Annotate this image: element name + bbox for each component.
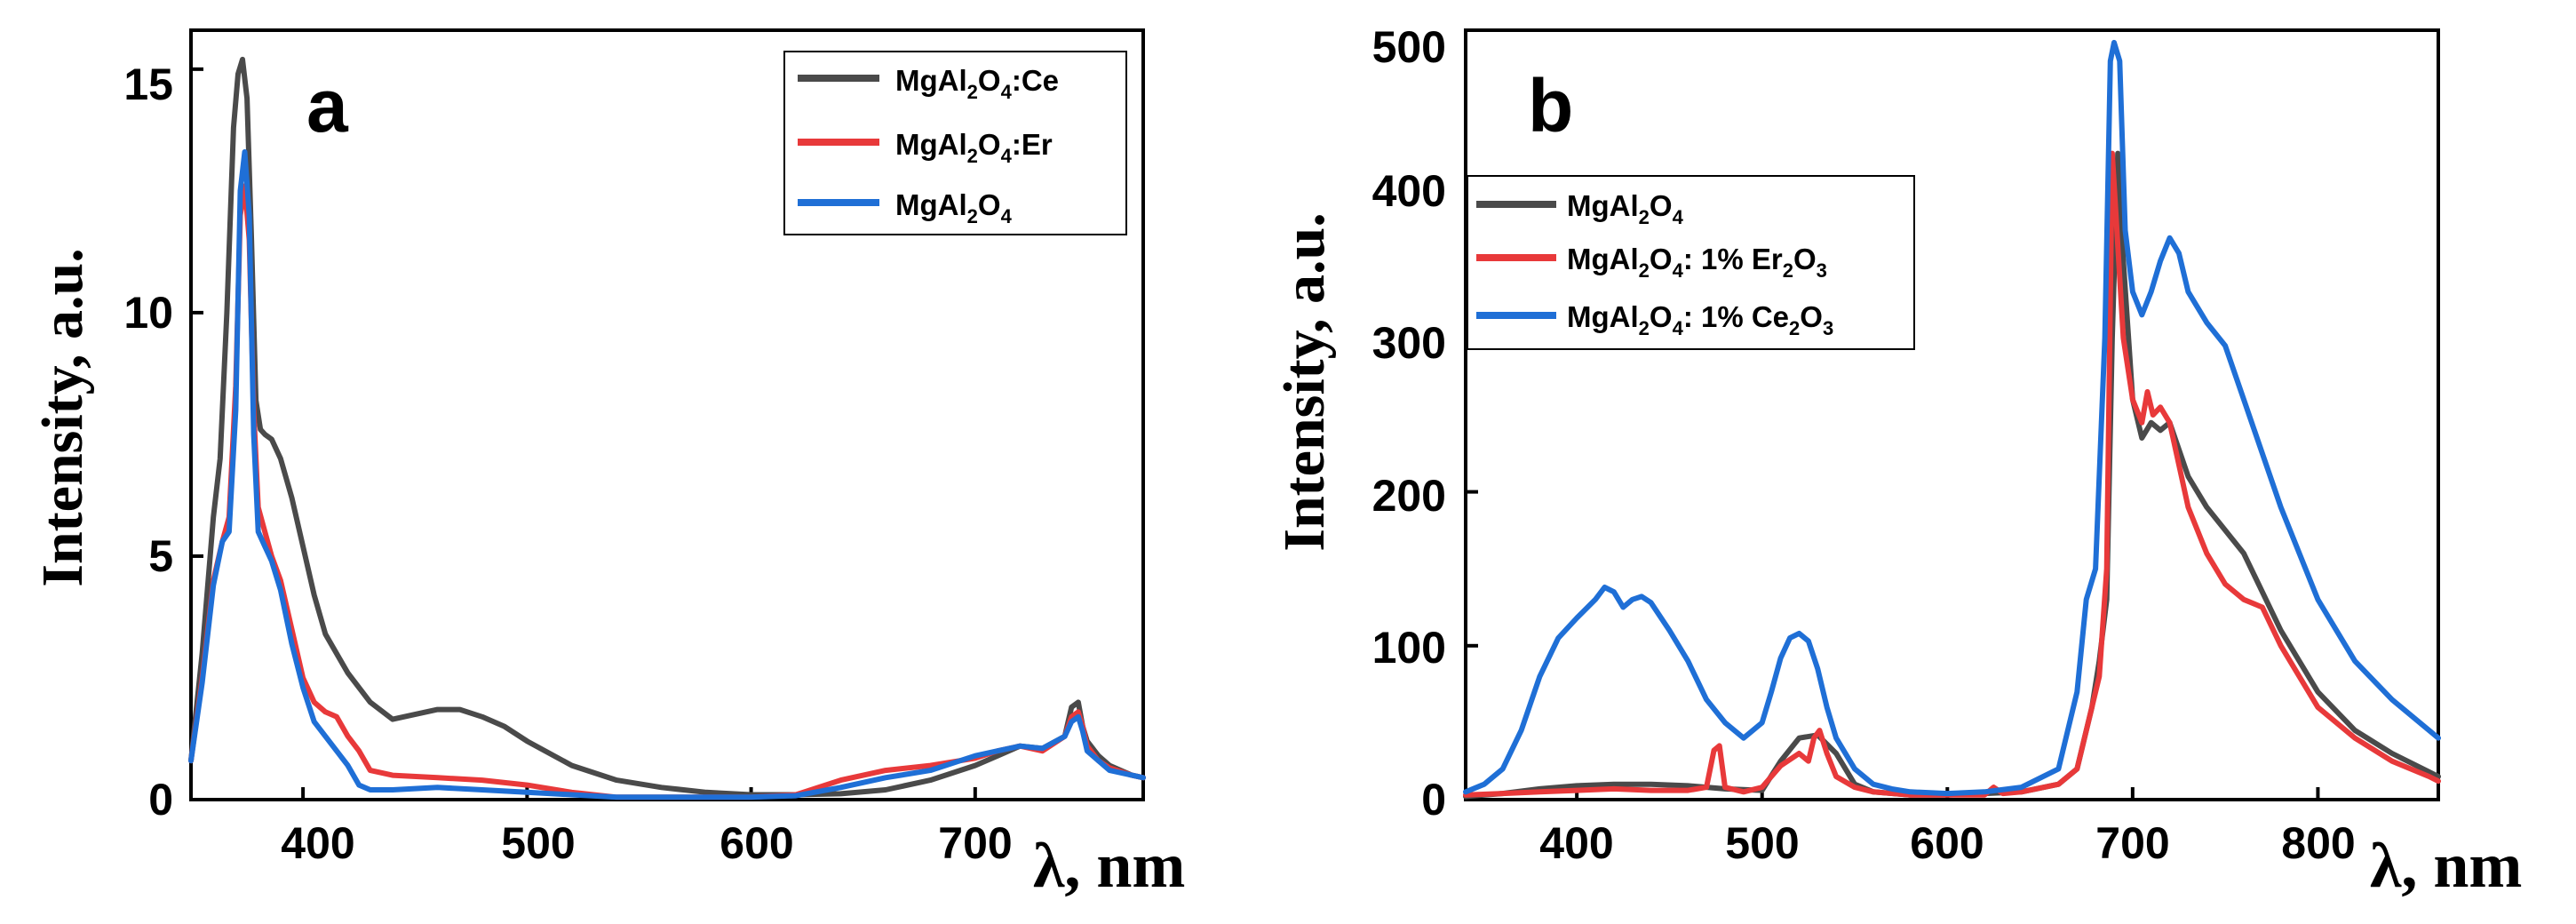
y-tick-label-b: 100 [1372,623,1446,673]
series-lines-b [1463,39,2441,800]
series-lines-a [188,56,1146,801]
series-line-b-2 [1463,39,2441,797]
x-tick-label-b: 400 [1539,818,1613,868]
x-tick-label-b: 800 [2281,818,2355,868]
x-tick-label-b: 600 [1910,818,1984,868]
y-tick-label-b: 400 [1372,166,1446,216]
legend-a: MgAl2O4:Ce MgAl2O4:Er MgAl2O4 [783,51,1127,235]
panel-letter-b: b [1528,64,1573,147]
x-axis-label-a: λ, nm [1033,830,1185,901]
legend-label-pure-b: MgAl2O4 [1567,189,1684,228]
legend-label-ce-b: MgAl2O4: 1% Ce2O3 [1567,300,1833,339]
x-tick-label-a: 400 [281,818,354,868]
x-tick-label-b: 700 [2095,818,2169,868]
legend-label-er-b: MgAl2O4: 1% Er2O3 [1567,243,1827,282]
x-tick-label-a: 500 [501,818,575,868]
legend-label-er: MgAl2O4:Er [895,128,1053,167]
legend-label-pure: MgAl2O4 [895,188,1013,227]
axis-ticks-a [191,67,977,801]
x-axis-label-b: λ, nm [2370,830,2522,901]
series-line-b-1 [1463,150,2441,798]
x-tick-label-a: 600 [720,818,793,868]
y-tick-label-a: 0 [148,775,173,824]
legend-b: MgAl2O4 MgAl2O4: 1% Er2O3 MgAl2O4: 1% Ce… [1467,175,1915,350]
y-tick-label-b: 500 [1372,22,1446,72]
y-tick-label-b: 200 [1372,471,1446,521]
y-tick-label-b: 0 [1421,775,1446,824]
plot-area-b [1464,28,2440,801]
chart-panel-b: 0 100 200 300 400 500 400 500 600 700 80… [1272,22,2522,901]
chart-panel-a: 0 5 10 15 400 500 600 700 λ, nm Intensit… [30,28,1185,901]
y-tick-label-a: 5 [148,531,173,581]
y-axis-label-b: Intensity, a.u. [1272,212,1337,551]
x-tick-label-b: 500 [1725,818,1799,868]
y-axis-label-a: Intensity, a.u. [30,248,95,586]
series-line-a-2 [188,149,1146,801]
y-tick-label-a: 15 [123,60,173,109]
y-tick-label-b: 300 [1372,318,1446,368]
x-tick-label-a: 700 [938,818,1012,868]
panel-letter-a: a [306,64,349,147]
y-tick-label-a: 10 [123,288,173,338]
legend-label-ce: MgAl2O4:Ce [895,64,1059,103]
